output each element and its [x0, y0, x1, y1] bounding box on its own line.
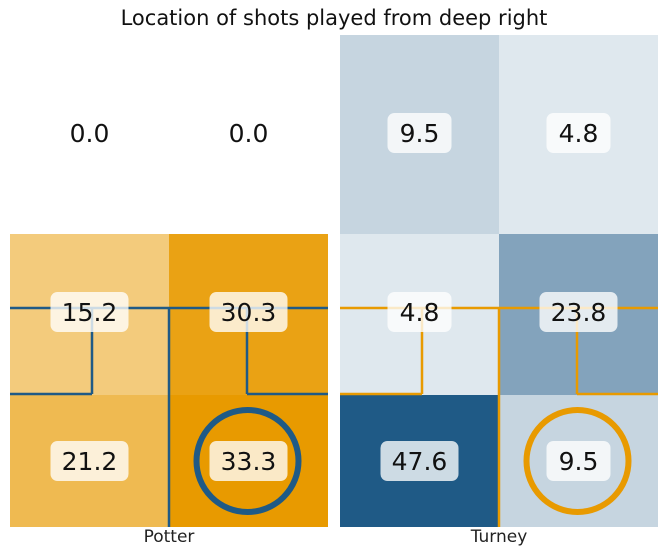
cell-value-label: 9.5 — [400, 119, 440, 148]
data-label: 47.6 — [380, 441, 459, 481]
cell-value-label: 0.0 — [229, 119, 269, 148]
data-label: 4.8 — [546, 113, 611, 153]
cell-value-label: 23.8 — [551, 298, 607, 327]
cell-value-label: 4.8 — [559, 119, 599, 148]
panel-label-potter: Potter — [143, 527, 195, 547]
cell-value-label: 21.2 — [62, 447, 118, 476]
data-label: 9.5 — [387, 113, 452, 153]
panel-label-turney: Turney — [470, 527, 528, 547]
data-label: 4.8 — [387, 292, 452, 332]
cell-value-label: 47.6 — [392, 447, 448, 476]
highlight-ring — [193, 407, 302, 515]
data-label: 0.0 — [70, 119, 110, 148]
cell-value-label: 15.2 — [62, 298, 118, 327]
cell-value-label: 4.8 — [400, 298, 440, 327]
highlight-ring — [523, 407, 632, 515]
cell-value-label: 9.5 — [559, 447, 599, 476]
data-label: 33.3 — [209, 441, 288, 481]
cell-value-label: 30.3 — [221, 298, 277, 327]
data-label: 30.3 — [209, 292, 288, 332]
cell-value-label: 33.3 — [221, 447, 277, 476]
data-label: 21.2 — [50, 441, 129, 481]
cell-value-label: 0.0 — [70, 119, 110, 148]
data-label: 9.5 — [546, 441, 611, 481]
heatmap-panel-potter: 0.0 0.0 15.2 30.3 21.2 33.3 — [10, 35, 328, 527]
data-label: 15.2 — [50, 292, 129, 332]
heatmap-cell — [10, 35, 169, 234]
data-label: 0.0 — [229, 119, 269, 148]
heatmap-panel-turney: 9.5 4.8 4.8 23.8 47.6 9.5 — [340, 35, 658, 527]
heatmap-cell — [169, 35, 328, 234]
chart-title: Location of shots played from deep right — [120, 6, 548, 30]
data-label: 23.8 — [539, 292, 618, 332]
